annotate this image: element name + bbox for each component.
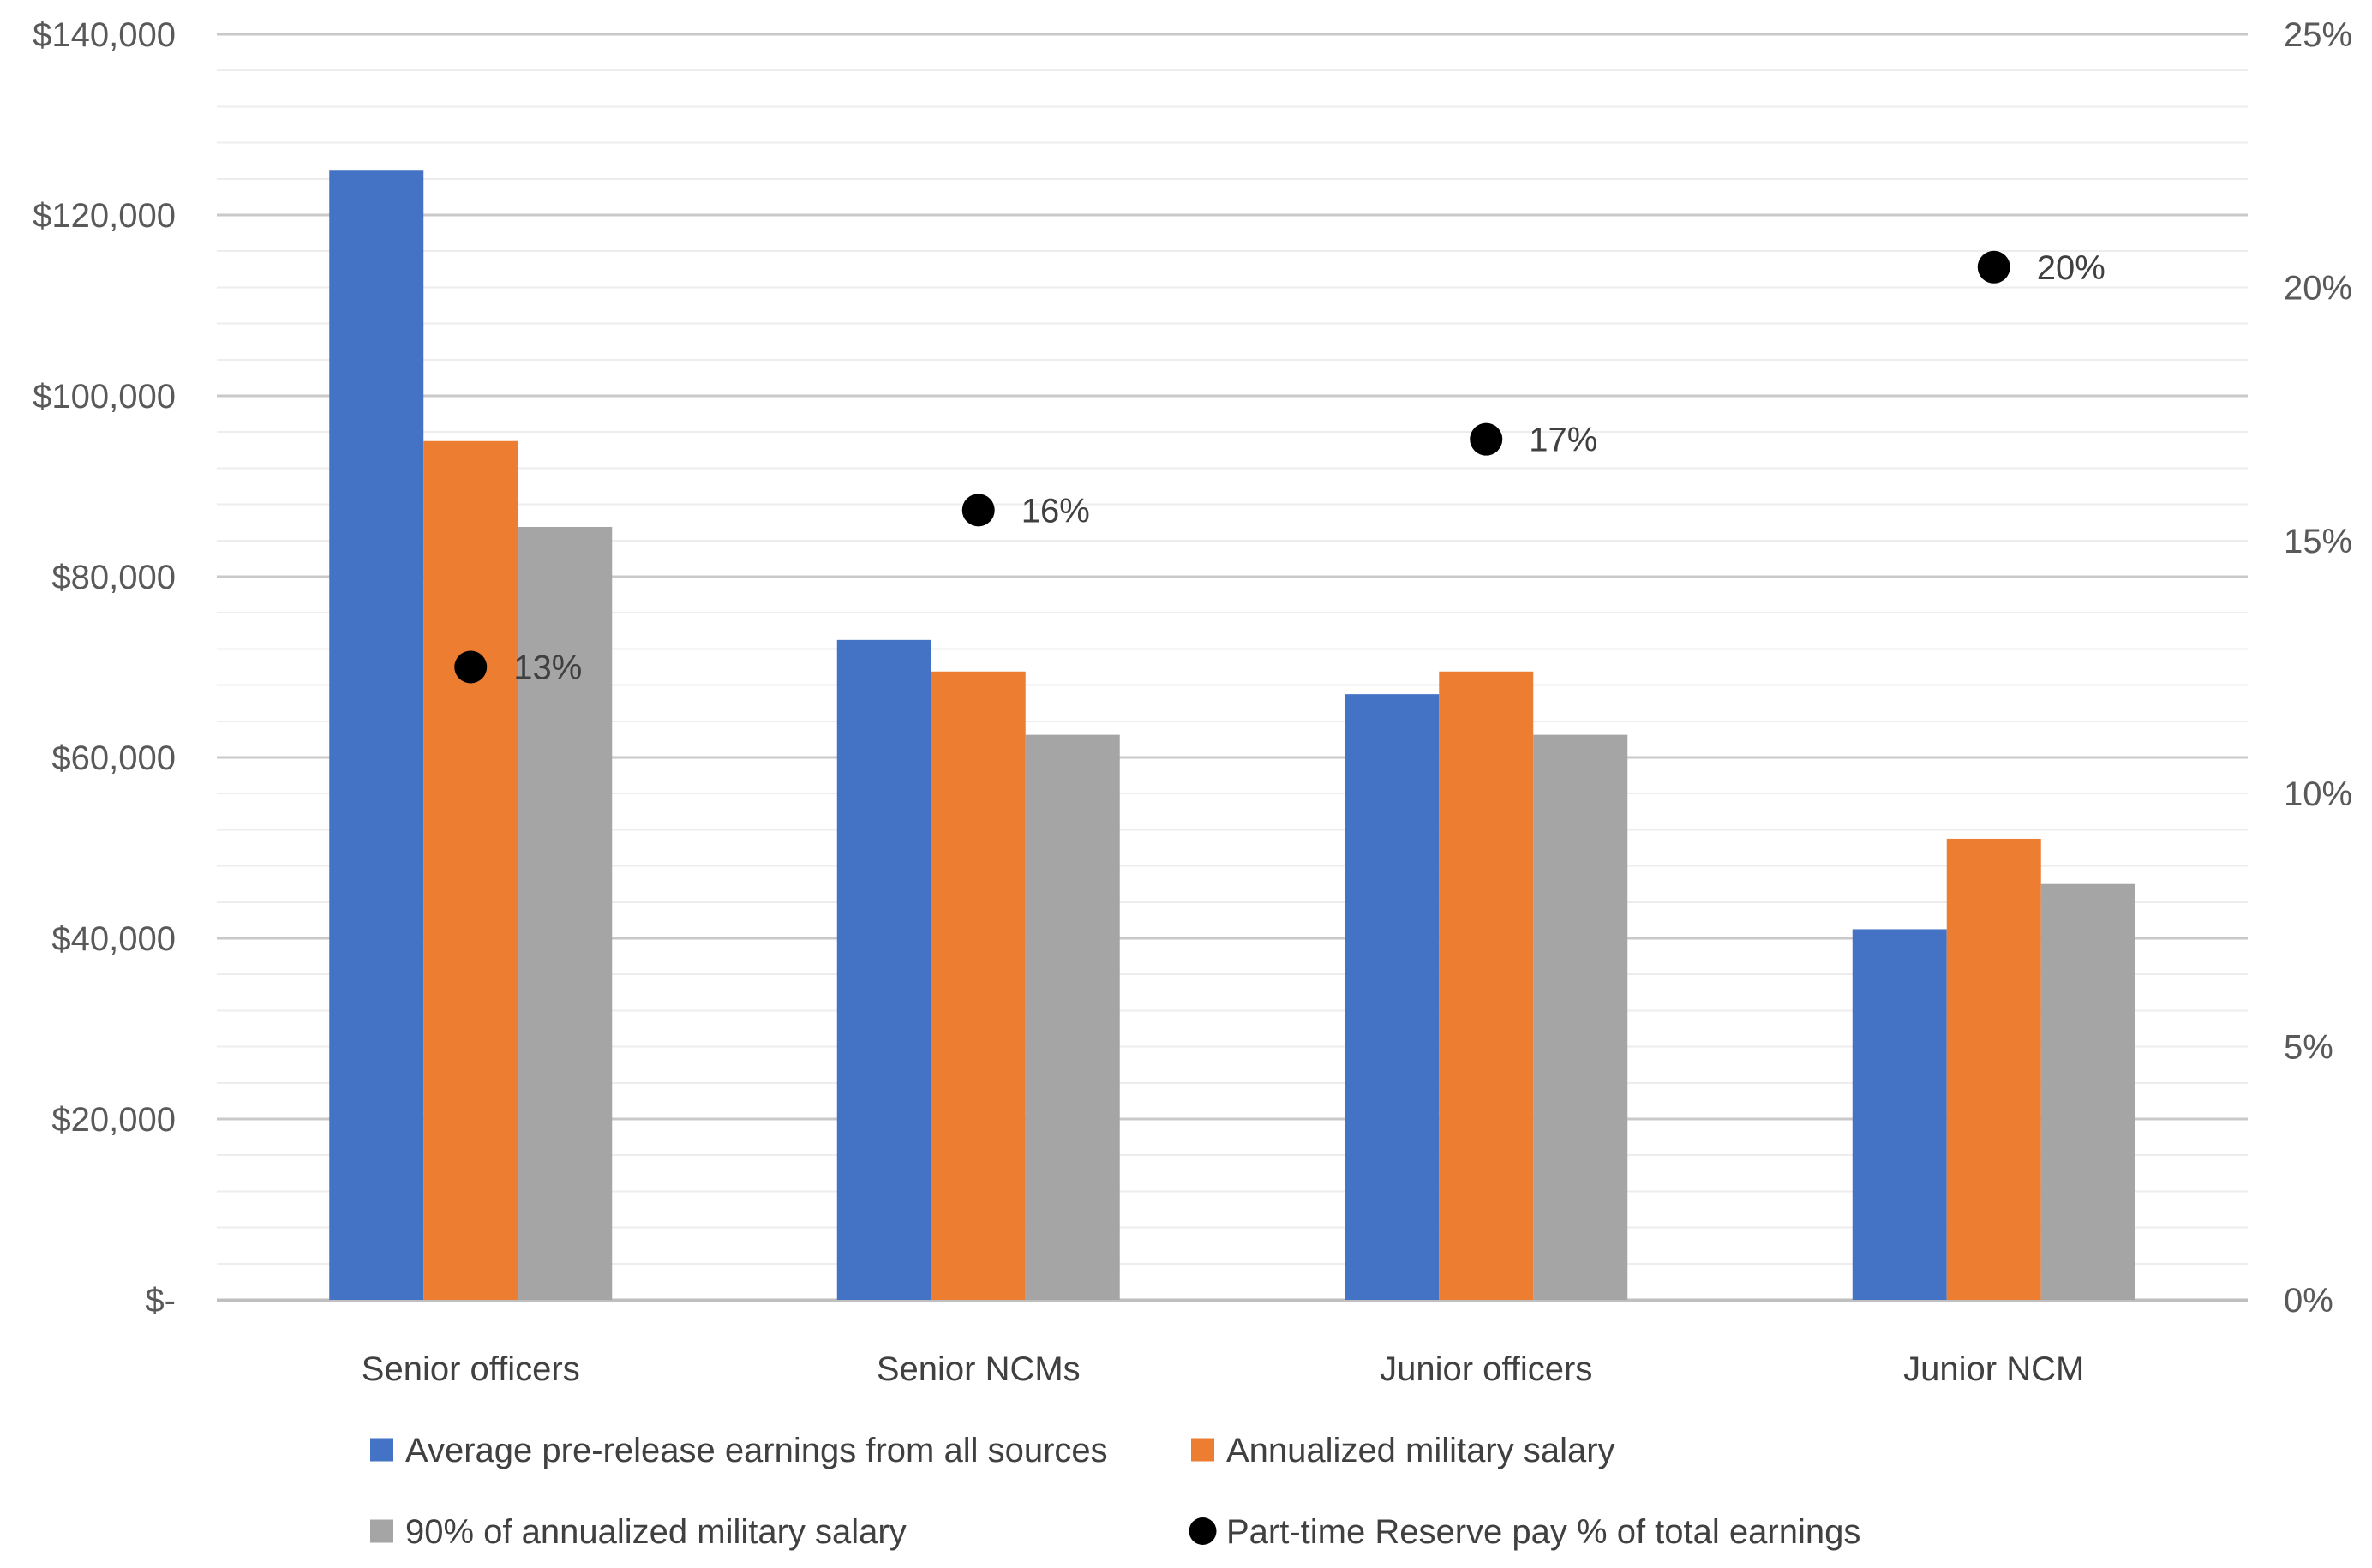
right-axis-tick-label: 15% <box>2284 523 2352 560</box>
left-axis-tick-label: $80,000 <box>51 559 176 596</box>
reserve-pay-dot <box>961 494 995 527</box>
reserve-pay-dot <box>1977 250 2010 284</box>
left-axis-tick-label: $140,000 <box>33 16 176 54</box>
bar-series-2-cat-3 <box>1439 671 1534 1300</box>
bar-series-2-cat-1 <box>423 440 518 1300</box>
dot-value-label: 20% <box>2037 249 2105 287</box>
left-axis-tick-label: $100,000 <box>33 378 176 416</box>
right-axis-tick-label: 5% <box>2284 1029 2333 1067</box>
legend-item-label: Part-time Reserve pay % of total earning… <box>1226 1513 1860 1551</box>
right-axis-tick-label: 20% <box>2284 269 2352 307</box>
legend-item-label: 90% of annualized military salary <box>405 1513 907 1551</box>
bar-series-3-cat-1 <box>518 526 613 1300</box>
category-label: Senior NCMs <box>877 1350 1081 1388</box>
category-label: Junior officers <box>1380 1350 1592 1388</box>
bar-series-3-cat-3 <box>1533 734 1628 1300</box>
right-axis-tick-label: 10% <box>2284 775 2352 813</box>
left-axis-tick-label: $- <box>145 1282 176 1320</box>
legend-marker-square <box>370 1519 393 1543</box>
bar-series-2-cat-2 <box>931 671 1026 1300</box>
category-label: Senior officers <box>362 1350 580 1388</box>
left-axis-tick-label: $120,000 <box>33 197 176 235</box>
left-axis-tick-label: $60,000 <box>51 739 176 777</box>
left-axis-tick-label: $20,000 <box>51 1101 176 1139</box>
dot-value-label: 17% <box>1529 422 1597 459</box>
reserve-pay-dot <box>454 650 488 684</box>
reserve-pay-dot <box>1470 422 1503 456</box>
legend-marker-square <box>370 1438 393 1462</box>
dot-value-label: 16% <box>1021 492 1090 530</box>
right-axis-tick-label: 0% <box>2284 1282 2333 1320</box>
bar-series-3-cat-2 <box>1025 734 1120 1300</box>
bar-series-1-cat-2 <box>836 639 931 1300</box>
bar-series-2-cat-4 <box>1946 838 2041 1300</box>
legend-item-label: Annualized military salary <box>1226 1432 1615 1469</box>
dot-value-label: 13% <box>513 649 582 687</box>
bar-series-1-cat-4 <box>1852 929 1947 1300</box>
legend-marker-circle <box>1189 1517 1217 1545</box>
bar-series-3-cat-4 <box>2040 883 2135 1300</box>
bar-series-1-cat-3 <box>1345 694 1440 1300</box>
left-axis-tick-label: $40,000 <box>51 920 176 958</box>
legend-marker-square <box>1191 1438 1214 1462</box>
category-label: Junior NCM <box>1903 1350 2084 1388</box>
legend-item-label: Average pre-release earnings from all so… <box>405 1432 1108 1469</box>
bar-series-1-cat-1 <box>329 170 424 1300</box>
right-axis-tick-label: 25% <box>2284 16 2352 54</box>
